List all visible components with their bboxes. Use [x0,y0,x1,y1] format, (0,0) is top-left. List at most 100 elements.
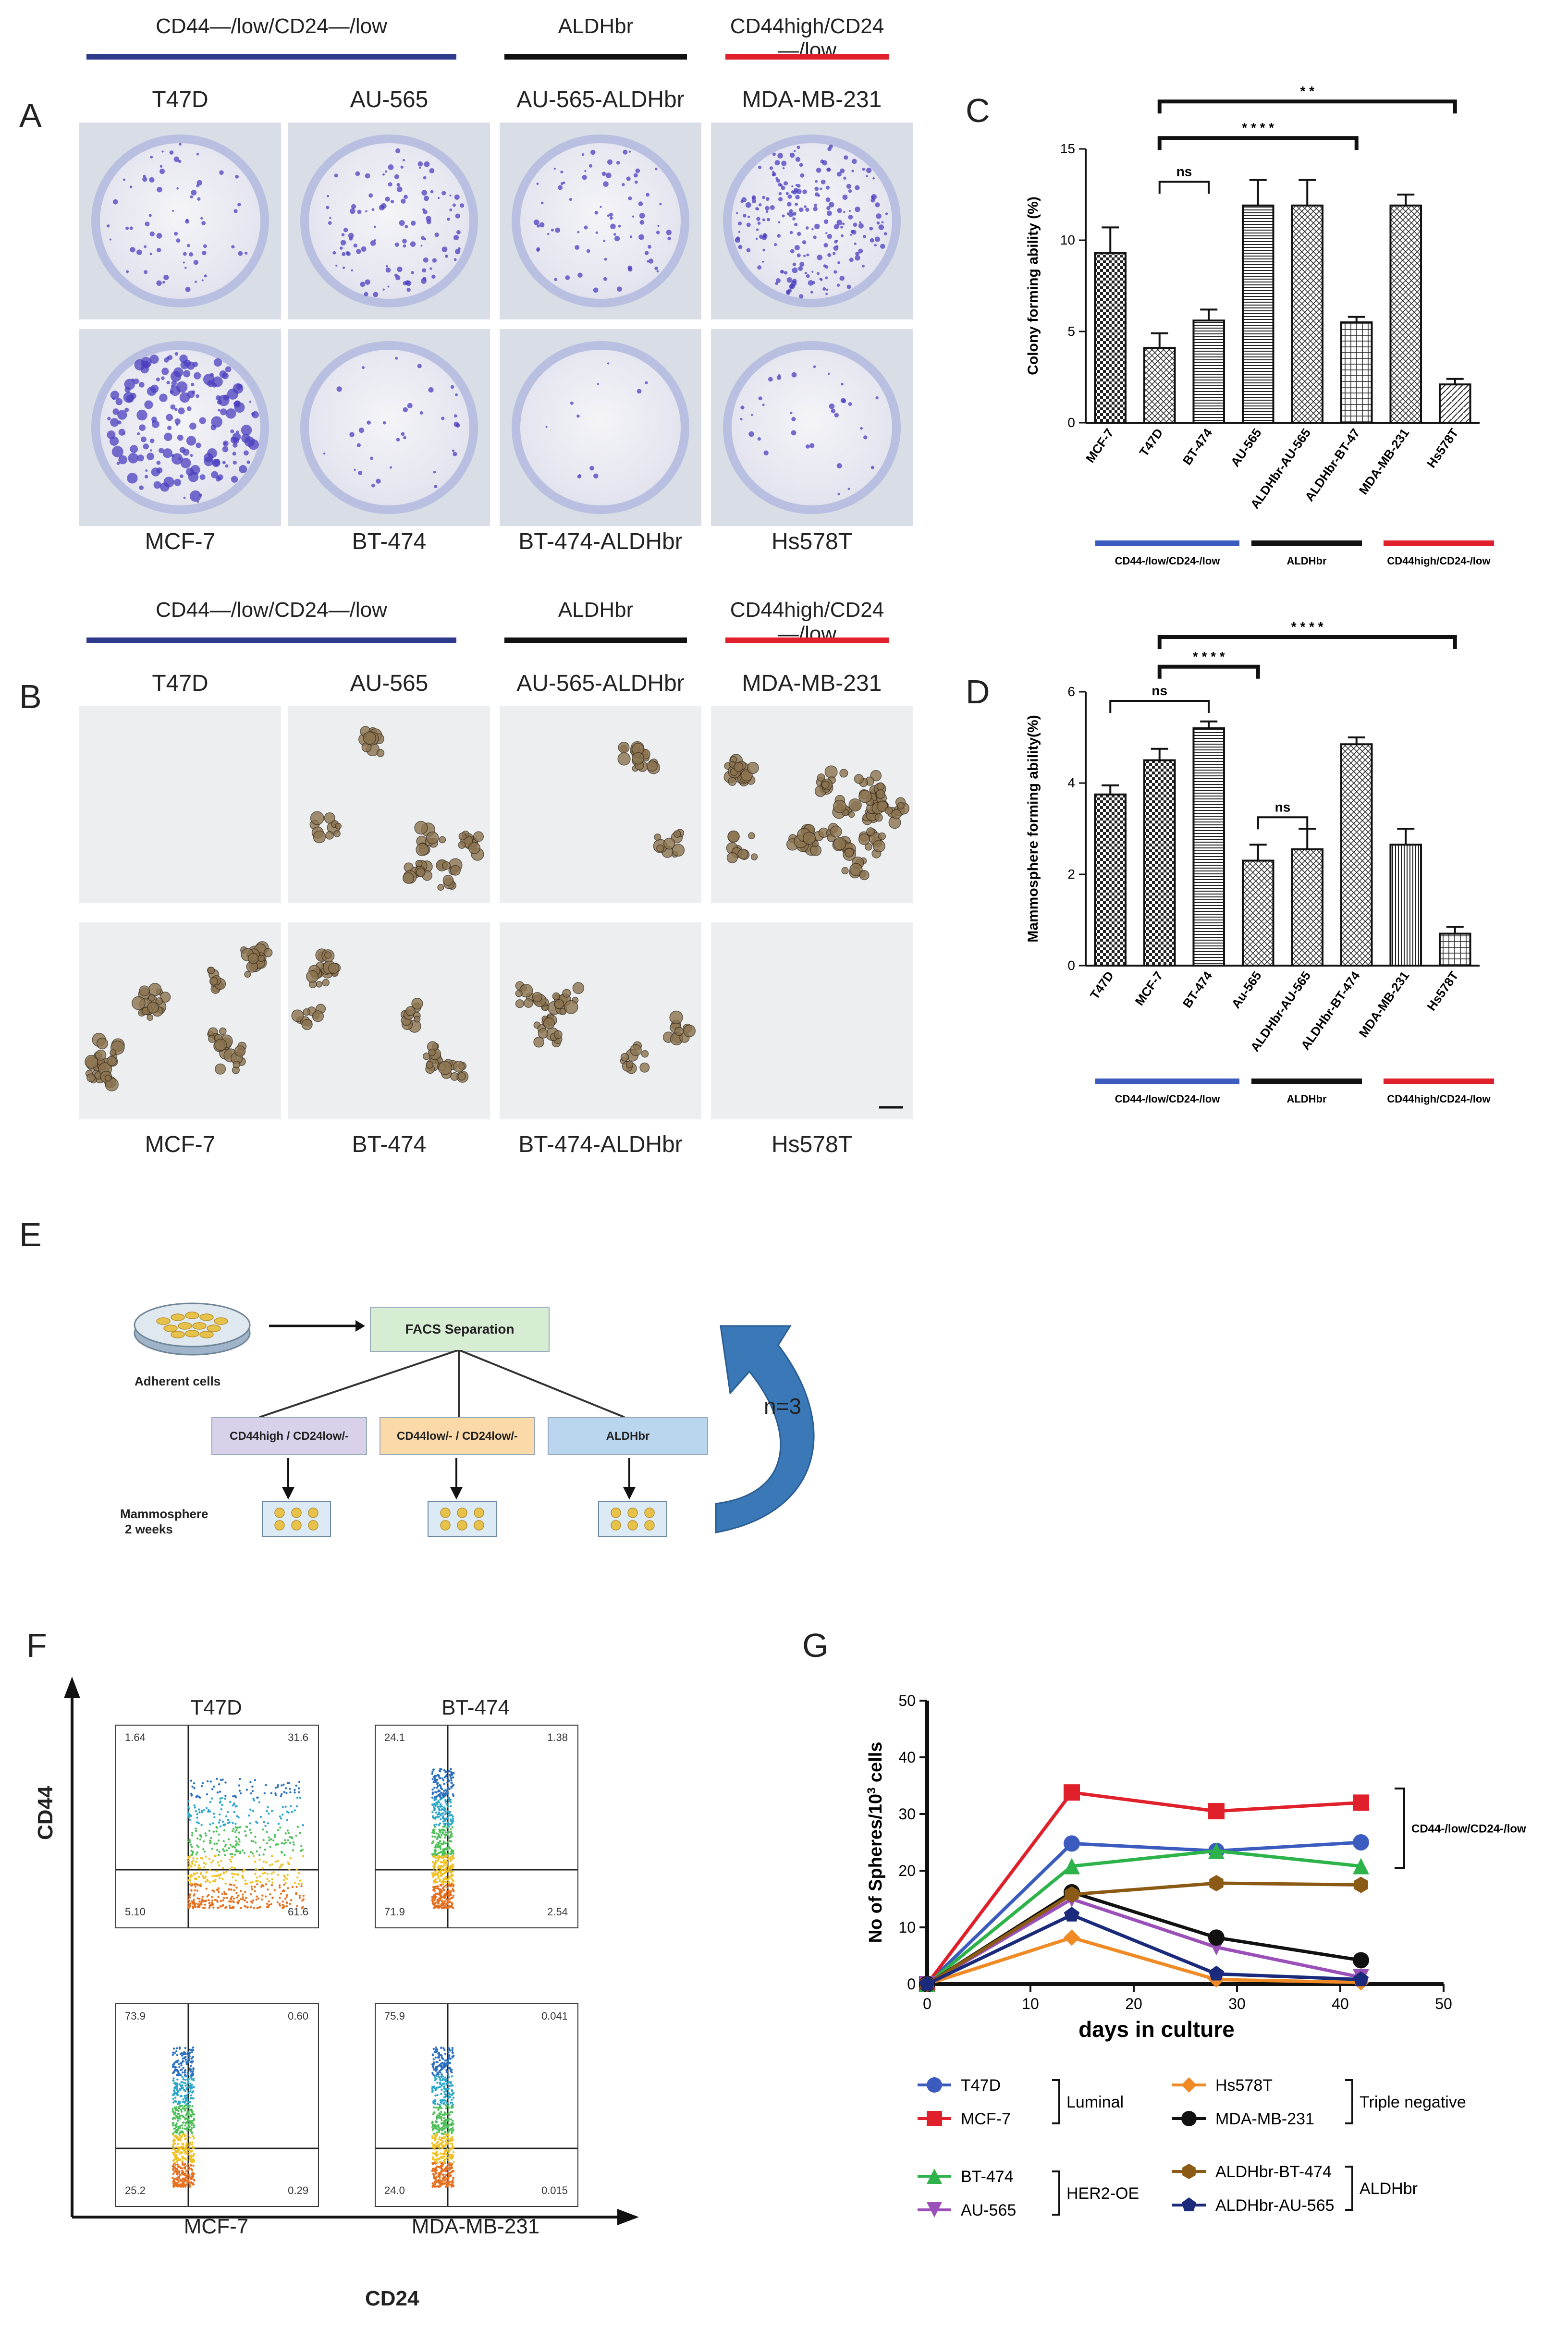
event-dot [232,1872,234,1875]
colony [213,358,222,367]
event-dot [177,2165,180,2168]
event-dot [439,1831,442,1834]
event-dot [184,2127,186,2130]
event-dot [440,2102,443,2104]
event-dot [451,2121,453,2124]
event-dot [265,1784,267,1787]
event-dot [435,1843,438,1846]
quadrant-value: 73.9 [125,2010,146,2022]
dish-caption: Hs578T [771,529,853,554]
micro-caption: AU-565 [350,671,429,696]
colony [555,227,561,233]
colony [183,252,187,256]
colony [107,430,116,440]
colony [791,372,797,378]
event-dot [440,2117,442,2120]
event-dot [235,1840,237,1843]
colony [150,449,152,452]
event-dot [284,1805,287,1808]
colony [762,248,766,252]
event-dot [448,1825,451,1827]
x-tick-label: MCF-7 [1132,968,1166,1008]
colony [597,383,599,385]
event-dot [237,1838,240,1840]
event-dot [442,2173,445,2176]
quadrant-value: 0.041 [541,2010,568,2022]
event-dot [451,2130,453,2133]
event-dot [294,1791,296,1794]
colony [778,192,782,196]
event-dot [450,1781,453,1784]
colony [329,217,331,219]
colony [875,396,879,400]
event-dot [187,2080,189,2083]
event-dot [189,2185,191,2188]
colony [140,365,149,374]
event-dot [431,2182,434,2184]
event-dot [188,2174,191,2176]
mammosphere-micrograph [500,922,701,1119]
colony [575,245,580,250]
event-dot [244,1879,246,1882]
colony [607,159,613,165]
event-dot [182,2053,184,2056]
event-dot [187,2078,190,2080]
event-dot [433,1881,435,1883]
event-dot [228,1900,231,1903]
colony [569,198,572,201]
event-dot [435,2047,437,2049]
event-dot [192,1851,195,1853]
colony [774,243,777,246]
colony [174,408,178,411]
colony [738,231,741,233]
group-bar [1251,540,1362,546]
quadrant-value: 1.38 [547,1731,568,1743]
sphere-cell [524,998,533,1008]
event-dot [452,2092,455,2095]
event-dot [440,2075,442,2078]
event-dot [175,2126,178,2128]
colony [130,392,136,399]
sphere-cell [728,777,737,786]
event-dot [435,2068,438,2071]
flow-arrow-to-facs [269,1320,365,1332]
colony [167,426,172,430]
dish-well [512,341,689,515]
colony [150,156,153,159]
event-dot [184,2105,186,2107]
event-dot [242,1898,245,1900]
event-dot [188,1907,190,1909]
well-grid [274,1508,318,1531]
event-dot [432,2163,434,2165]
event-dot [238,1831,240,1834]
sphere-cell [641,1050,649,1058]
event-dot [442,1779,445,1782]
panel-a-label: A [19,97,42,134]
event-dot [236,1873,238,1875]
sphere-cell [442,861,451,870]
event-dot [438,2180,441,2182]
event-dot [439,2065,442,2068]
colony [327,195,330,197]
event-dot [434,2153,437,2156]
panel-d-label: D [966,673,990,711]
colony [746,248,751,253]
colony [179,143,182,146]
sphere-cell [878,832,886,840]
event-dot [451,2055,453,2058]
event-dot [232,1795,234,1798]
colony [607,362,610,365]
colony [340,246,343,250]
event-dot [443,1859,445,1862]
event-dot [431,1901,434,1904]
sphere-cell [458,832,467,841]
colony [826,288,829,291]
event-dot [173,2106,176,2109]
event-dot [176,2103,179,2105]
event-dot [302,1824,305,1826]
micro-caption: MDA-MB-231 [742,671,882,696]
event-dot [445,1800,447,1802]
event-dot [234,1844,237,1846]
event-dot [453,2146,455,2149]
event-dot [181,2183,184,2186]
